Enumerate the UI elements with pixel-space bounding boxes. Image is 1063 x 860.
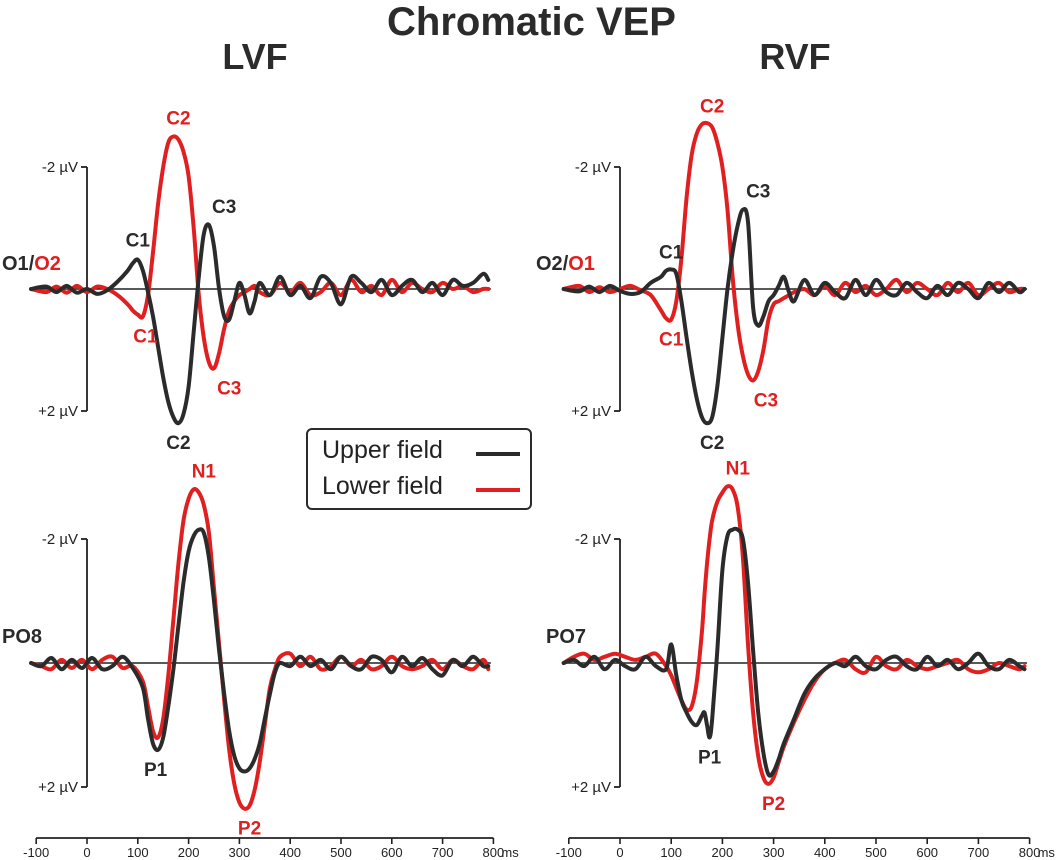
rvf-bottom-time-tick-label: 700 <box>968 845 990 860</box>
rvf-bottom-time-tick-label: 800 <box>1019 845 1041 860</box>
lvf-bottom-time-tick-label: 300 <box>229 845 251 860</box>
lvf-top-upper-series-line <box>29 222 491 426</box>
rvf-top-lower-series-line <box>561 120 1027 383</box>
rvf-top-peak-label-c3-lower: C3 <box>754 391 778 412</box>
lvf-bottom-peak-label-p2-lower: P2 <box>238 819 261 840</box>
rvf-top-upper-series-line <box>561 207 1027 426</box>
rvf-top-channel-label: O2/O1 <box>536 253 595 275</box>
legend-box: Upper field Lower field <box>306 428 532 510</box>
rvf-bottom-time-tick-label: 200 <box>712 845 734 860</box>
rvf-bottom-lower-series-line <box>561 484 1027 786</box>
legend-upper-swatch <box>476 452 520 456</box>
rvf-bottom-time-tick-label: 300 <box>763 845 785 860</box>
rvf-bottom-peak-label-p1-upper: P1 <box>698 747 722 768</box>
lvf-bottom-time-tick-label: 0 <box>83 845 90 860</box>
figure-title: Chromatic VEP <box>387 0 676 44</box>
lvf-top-channel-label: O1/O2 <box>2 253 61 275</box>
rvf-top-voltage-tick-label: -2 µV <box>575 159 611 176</box>
rvf-top-peak-label-c3-upper: C3 <box>746 182 770 203</box>
lvf-top-peak-label-c1-upper: C1 <box>126 231 151 252</box>
lvf-top-peak-label-c2-upper: C2 <box>166 433 190 454</box>
column-title-rvf: RVF <box>759 36 831 77</box>
rvf-bottom-upper-series-line <box>561 526 1027 778</box>
lvf-bottom-peak-label-p1-upper: P1 <box>144 760 168 781</box>
rvf-top-peak-label-c1-lower: C1 <box>659 330 684 351</box>
lvf-bottom-lower-series-line <box>29 487 491 811</box>
lvf-bottom-time-tick-label: -100 <box>23 845 49 860</box>
legend-upper-label: Upper field <box>322 436 443 464</box>
lvf-bottom-voltage-tick-label: -2 µV <box>42 531 78 548</box>
rvf-bottom-peak-label-n1-lower: N1 <box>726 458 751 479</box>
lvf-top-lower-series-line <box>29 134 491 371</box>
rvf-top-voltage-tick-label: +2 µV <box>571 403 611 420</box>
legend-lower-swatch <box>476 488 520 492</box>
lvf-bottom-time-tick-label: 400 <box>279 845 301 860</box>
rvf-bottom-time-unit-label: ms <box>1038 845 1056 860</box>
rvf-bottom-time-tick-label: 500 <box>865 845 887 860</box>
rvf-bottom-time-tick-label: 400 <box>814 845 836 860</box>
column-title-lvf: LVF <box>222 36 288 77</box>
lvf-bottom-time-tick-label: 700 <box>432 845 454 860</box>
rvf-bottom-voltage-tick-label: -2 µV <box>575 531 611 548</box>
rvf-top-peak-label-c2-upper: C2 <box>700 433 724 454</box>
rvf-bottom-time-tick-label: 600 <box>916 845 938 860</box>
lvf-bottom-time-tick-label: 600 <box>381 845 403 860</box>
lvf-bottom-time-tick-label: 500 <box>330 845 352 860</box>
lvf-bottom-channel-label: PO8 <box>2 626 42 648</box>
rvf-top-peak-label-c2-lower: C2 <box>700 96 724 117</box>
legend-lower-label: Lower field <box>322 472 443 500</box>
rvf-bottom-voltage-tick-label: +2 µV <box>571 779 611 796</box>
lvf-bottom-time-tick-label: 200 <box>178 845 200 860</box>
rvf-bottom-peak-label-p2-lower: P2 <box>762 794 785 815</box>
lvf-bottom-time-tick-label: 100 <box>127 845 149 860</box>
lvf-top-peak-label-c3-upper: C3 <box>212 197 236 218</box>
rvf-bottom-time-tick-label: 100 <box>660 845 682 860</box>
lvf-bottom-peak-label-n1-lower: N1 <box>192 461 217 482</box>
rvf-bottom-time-tick-label: -100 <box>556 845 582 860</box>
rvf-bottom-time-tick-label: 0 <box>616 845 623 860</box>
rvf-bottom-channel-label: PO7 <box>546 626 586 648</box>
lvf-bottom-voltage-tick-label: +2 µV <box>38 779 78 796</box>
lvf-bottom-upper-series-line <box>29 527 491 774</box>
lvf-top-peak-label-c2-lower: C2 <box>166 109 190 130</box>
lvf-bottom-time-unit-label: ms <box>501 845 519 860</box>
lvf-top-voltage-tick-label: +2 µV <box>38 403 78 420</box>
lvf-top-voltage-tick-label: -2 µV <box>42 159 78 176</box>
lvf-top-peak-label-c1-lower: C1 <box>133 326 158 347</box>
lvf-top-peak-label-c3-lower: C3 <box>217 378 241 399</box>
lvf-bottom-time-tick-label: 800 <box>483 845 505 860</box>
rvf-top-peak-label-c1-upper: C1 <box>659 243 684 264</box>
